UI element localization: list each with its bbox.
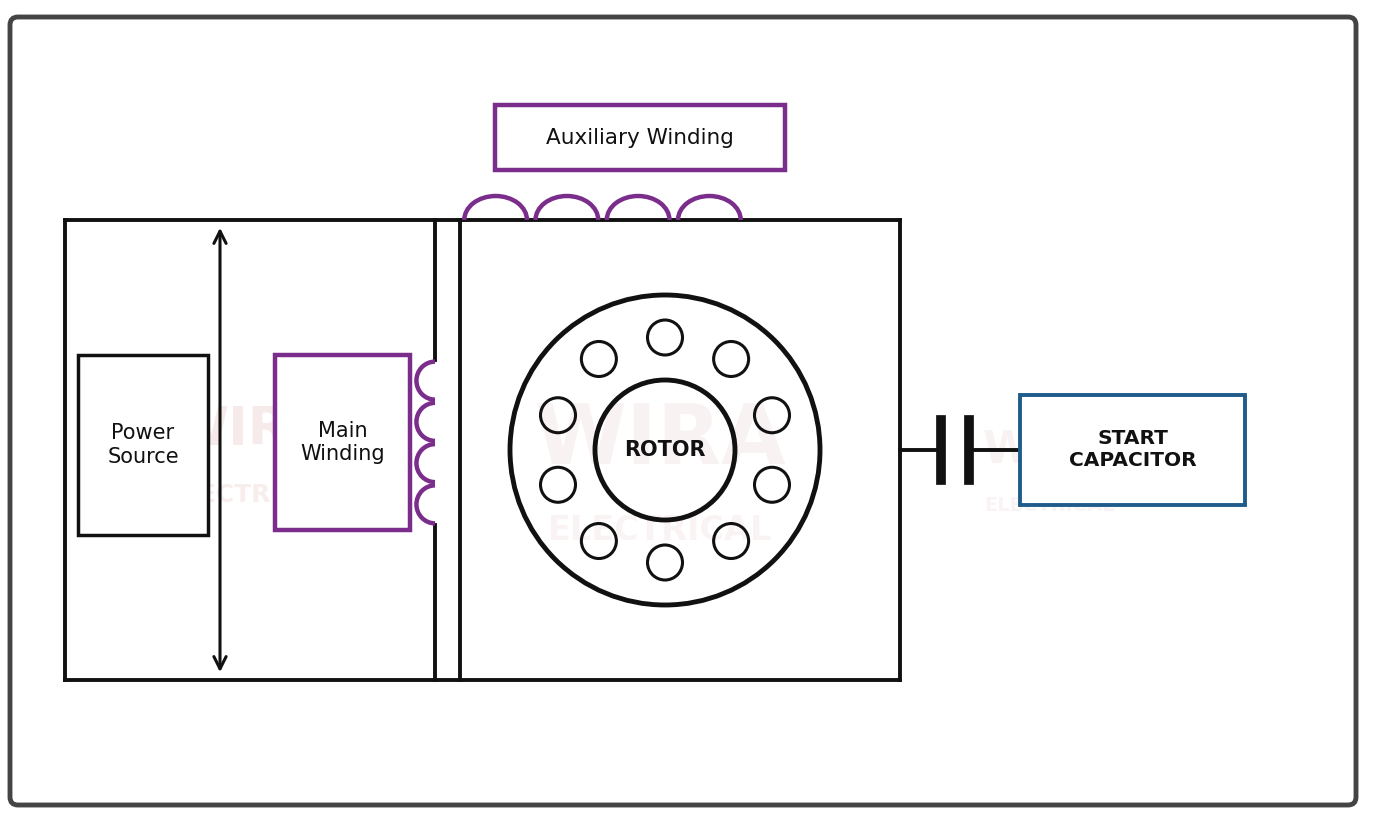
FancyBboxPatch shape <box>78 355 207 535</box>
Text: ELECTRICAL: ELECTRICAL <box>984 496 1115 514</box>
FancyBboxPatch shape <box>275 355 411 530</box>
Text: WIRA: WIRA <box>534 399 785 481</box>
Text: ROTOR: ROTOR <box>625 440 706 460</box>
FancyBboxPatch shape <box>10 17 1357 805</box>
Text: WIRA: WIRA <box>983 429 1118 472</box>
Text: ELECTRICAL: ELECTRICAL <box>548 513 772 547</box>
Text: WIRA: WIRA <box>170 404 330 456</box>
Text: Auxiliary Winding: Auxiliary Winding <box>546 127 735 148</box>
Text: START
CAPACITOR: START CAPACITOR <box>1068 430 1196 470</box>
Text: Main
Winding: Main Winding <box>301 421 384 464</box>
Text: ELECTRICAL: ELECTRICAL <box>166 483 334 507</box>
FancyBboxPatch shape <box>1020 395 1245 505</box>
Text: Power
Source: Power Source <box>107 424 178 467</box>
FancyBboxPatch shape <box>496 105 785 170</box>
